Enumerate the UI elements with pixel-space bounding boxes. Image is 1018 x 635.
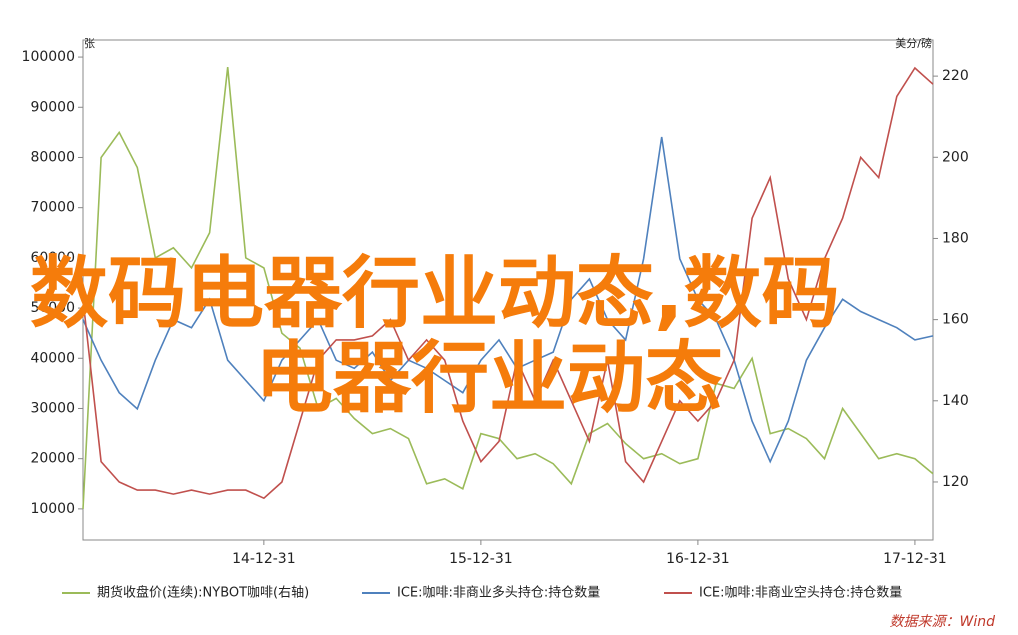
legend-label: 期货收盘价(连续):NYBOT咖啡(右轴) [97,585,309,601]
plot-frame [82,39,934,541]
x-tick-label: 14-12-31 [232,551,296,567]
y2-tick-label: 200 [942,149,969,165]
overlay-text: 电器行业动态 [255,334,723,424]
plot: 10000 20000 30000 40000 50000 60000 70000 80000… [22,49,969,600]
y-tick-label: 30000 [30,400,75,416]
series-line [82,67,934,509]
y-tick-label: 70000 [30,200,75,216]
y2-tick-label: 140 [942,393,969,409]
y-tick-label: 10000 [30,501,75,517]
y-tick-label: 60000 [30,250,75,266]
x-tick-label: 16-12-31 [666,551,730,567]
series-line [82,66,934,500]
legend-label: ICE:咖啡:非商业空头持仓:持仓数量 [699,586,902,601]
y2-tick-label: 180 [942,230,969,246]
legend-label: ICE:咖啡:非商业多头持仓:持仓数量 [397,585,600,601]
source: 数据来源：Wind [890,614,996,630]
y-tick-label: 90000 [30,99,75,115]
y2-tick-label: 220 [942,68,969,84]
y2-unit: 美分/磅 [895,36,932,50]
y2-tick-label: 160 [942,312,969,328]
series-line [82,136,934,464]
y-tick-label: 50000 [30,300,75,316]
y-tick-label: 100000 [22,49,75,65]
x-tick-label: 17-12-31 [883,551,947,567]
y2-tick-label: 120 [942,474,969,490]
y-tick-label: 40000 [30,350,75,366]
y-unit: 张 [84,37,95,50]
y-tick-label: 80000 [30,149,75,165]
x-tick-label: 15-12-31 [449,551,513,567]
y-tick-label: 20000 [30,451,75,467]
overlay-text: 数码电器行业动态,数码 [30,249,840,339]
